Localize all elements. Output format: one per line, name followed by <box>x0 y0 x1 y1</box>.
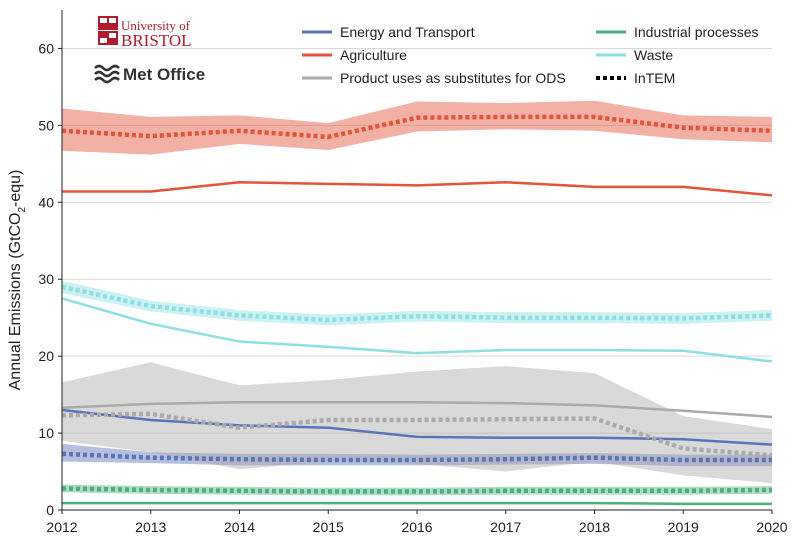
waste-intem-line <box>61 284 773 323</box>
ods-intem-uncertainty-band <box>62 362 772 484</box>
university-of-bristol-logo: University of BRISTOL <box>98 16 192 50</box>
y-tick-label: 10 <box>38 425 54 441</box>
y-tick-label: 20 <box>38 348 54 364</box>
x-tick-label: 2015 <box>313 519 344 535</box>
legend-label: Product uses as substitutes for ODS <box>340 70 566 86</box>
legend-item: Energy and Transport <box>302 24 475 40</box>
legend-label: InTEM <box>634 70 675 86</box>
grid-lines <box>62 47 772 434</box>
legend-label: Agriculture <box>340 47 407 63</box>
y-tick-label: 30 <box>38 271 54 287</box>
waste-inventory-line <box>61 297 773 363</box>
waste-intem-uncertainty-band <box>62 280 772 326</box>
legend-label: Waste <box>634 47 673 63</box>
y-tick-label: 60 <box>38 40 54 56</box>
y-tick-label: 50 <box>38 117 54 133</box>
industrial-intem-line <box>61 486 773 494</box>
y-tick-label: 40 <box>38 194 54 210</box>
x-tick-label: 2020 <box>756 519 787 535</box>
agriculture-intem-uncertainty-band <box>62 100 772 155</box>
logo-university-line2: BRISTOL <box>121 31 192 50</box>
agriculture-intem-line <box>61 114 773 140</box>
x-tick-label: 2014 <box>224 519 255 535</box>
legend-label: Energy and Transport <box>340 24 475 40</box>
bristol-crest-icon <box>98 16 118 45</box>
axes: 0 10 20 30 40 50 60 2012 2013 2014 2015 2016 2017 201… <box>38 10 788 535</box>
legend-item: InTEM <box>596 70 675 86</box>
agriculture-inventory-line <box>62 181 773 197</box>
logo-university-line1: University of <box>121 18 191 33</box>
y-axis-label: Annual Emissions (GtCO2-equ) <box>7 170 28 391</box>
x-tick-label: 2018 <box>579 519 610 535</box>
x-tick-label: 2013 <box>135 519 166 535</box>
x-tick-label: 2012 <box>46 519 77 535</box>
logo-met-office-text: Met Office <box>123 65 205 84</box>
energy-intem-line <box>61 451 772 463</box>
legend-item: Waste <box>596 47 673 63</box>
x-tick-label: 2016 <box>401 519 432 535</box>
met-office-logo: Met Office <box>94 64 205 84</box>
met-office-waves-icon <box>94 64 120 84</box>
ods-intem-line <box>61 411 773 458</box>
legend-label: Industrial processes <box>634 24 759 40</box>
x-tick-label: 2019 <box>668 519 699 535</box>
industrial-inventory-line <box>62 501 772 506</box>
legend-item: Industrial processes <box>596 24 759 40</box>
series-lines <box>61 114 773 506</box>
ods-inventory-line <box>61 401 773 419</box>
x-tick-label: 2017 <box>490 519 521 535</box>
legend: Energy and Transport Industrial processes… <box>302 24 759 86</box>
legend-item: Agriculture <box>302 47 407 63</box>
y-tick-label: 0 <box>46 502 54 518</box>
legend-item: Product uses as substitutes for ODS <box>302 70 566 86</box>
